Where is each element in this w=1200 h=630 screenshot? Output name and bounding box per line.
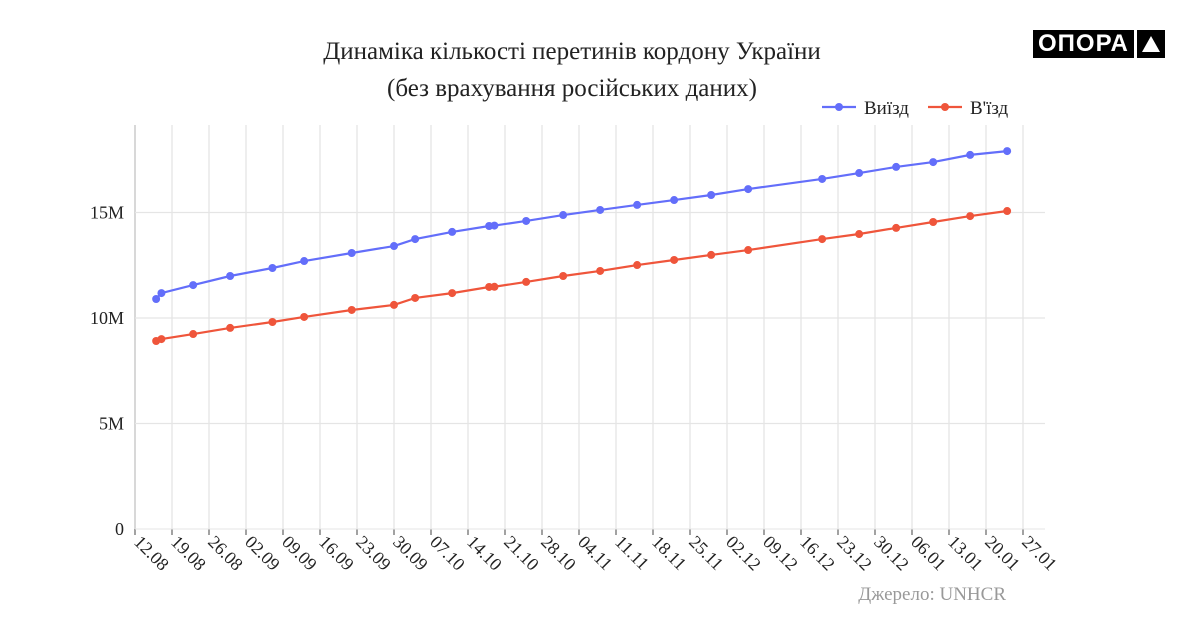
x-tick-label: 06.01 [907,532,950,575]
x-tick-label: 11.11 [611,532,653,574]
x-tick-label: 21.10 [500,532,543,575]
data-point [268,263,277,272]
data-point [268,318,277,327]
data-point [707,250,716,259]
x-tick-label: 13.01 [944,532,987,575]
source-note: Джерело: UNHCR [858,584,1006,605]
data-point [390,242,398,251]
data-point [966,212,975,221]
legend-marker [835,103,843,111]
x-tick-label: 18.11 [648,532,690,574]
data-point [152,295,161,304]
data-point [448,289,457,298]
x-tick-label: 12.08 [130,532,173,575]
x-tick-label: 30.09 [389,532,432,575]
data-point [929,217,938,226]
data-point [490,221,499,230]
data-point [966,150,975,159]
data-point [744,185,753,194]
series-line-0 [155,150,1008,300]
triangle-icon [1136,30,1165,58]
x-tick-label: 19.08 [167,532,210,575]
chart-subtitle: (без врахування російських даних) [387,75,757,102]
x-tick-label: 02.12 [722,532,765,575]
data-point [559,272,568,281]
data-point [633,261,642,270]
data-point [226,323,235,332]
data-point [411,293,420,302]
data-point [1003,207,1012,216]
x-tick-label: 16.09 [315,532,358,575]
data-point [929,158,938,167]
data-point [670,255,679,264]
logo-text: ОПОРА [1033,30,1134,58]
chart-title: Динаміка кількості перетинів кордону Укр… [323,38,821,65]
data-point [226,272,235,281]
y-tick-label: 10M [90,308,124,328]
x-tick-label: 28.10 [537,532,580,575]
data-point [300,257,309,266]
data-point [390,300,398,309]
y-tick-label: 0 [115,519,124,539]
legend-marker [941,103,949,111]
data-point [707,190,716,199]
data-point [522,216,531,225]
data-point [670,196,679,205]
data-point [633,200,642,209]
data-point [1003,147,1012,156]
x-tick-label: 14.10 [463,532,506,575]
data-point [347,249,356,258]
x-tick-label: 27.01 [1018,532,1061,575]
data-point [818,235,827,244]
data-point [744,246,753,255]
data-point [855,169,864,178]
x-tick-label: 20.01 [981,532,1024,575]
data-point [300,312,309,321]
data-point [347,305,356,314]
x-tick-label: 23.09 [352,532,395,575]
data-point [189,281,198,290]
data-point [892,223,901,232]
x-tick-label: 30.12 [870,532,913,575]
x-tick-label: 09.09 [278,532,321,575]
data-point [448,227,457,236]
data-point [522,277,531,286]
legend-label: Виїзд [864,98,909,119]
data-point [596,205,605,214]
data-point [189,330,198,339]
x-tick-label: 25.11 [685,532,727,574]
x-tick-label: 04.11 [574,532,616,574]
data-point [490,282,499,291]
data-point [411,235,420,244]
x-tick-label: 16.12 [796,532,839,575]
x-tick-label: 23.12 [833,532,876,575]
data-point [157,335,166,344]
y-tick-label: 15M [90,203,124,223]
legend-label: В'їзд [970,98,1009,119]
data-point [559,211,568,220]
data-point [892,162,901,171]
data-point [596,266,605,275]
x-tick-label: 07.10 [426,532,469,575]
x-tick-label: 26.08 [204,532,247,575]
x-tick-label: 02.09 [241,532,284,575]
data-point [855,230,864,239]
data-point [157,289,166,298]
x-tick-label: 09.12 [759,532,802,575]
data-point [818,174,827,183]
series-line-1 [155,209,1008,343]
opora-logo: ОПОРА [1033,30,1165,58]
y-tick-label: 5M [99,414,124,434]
